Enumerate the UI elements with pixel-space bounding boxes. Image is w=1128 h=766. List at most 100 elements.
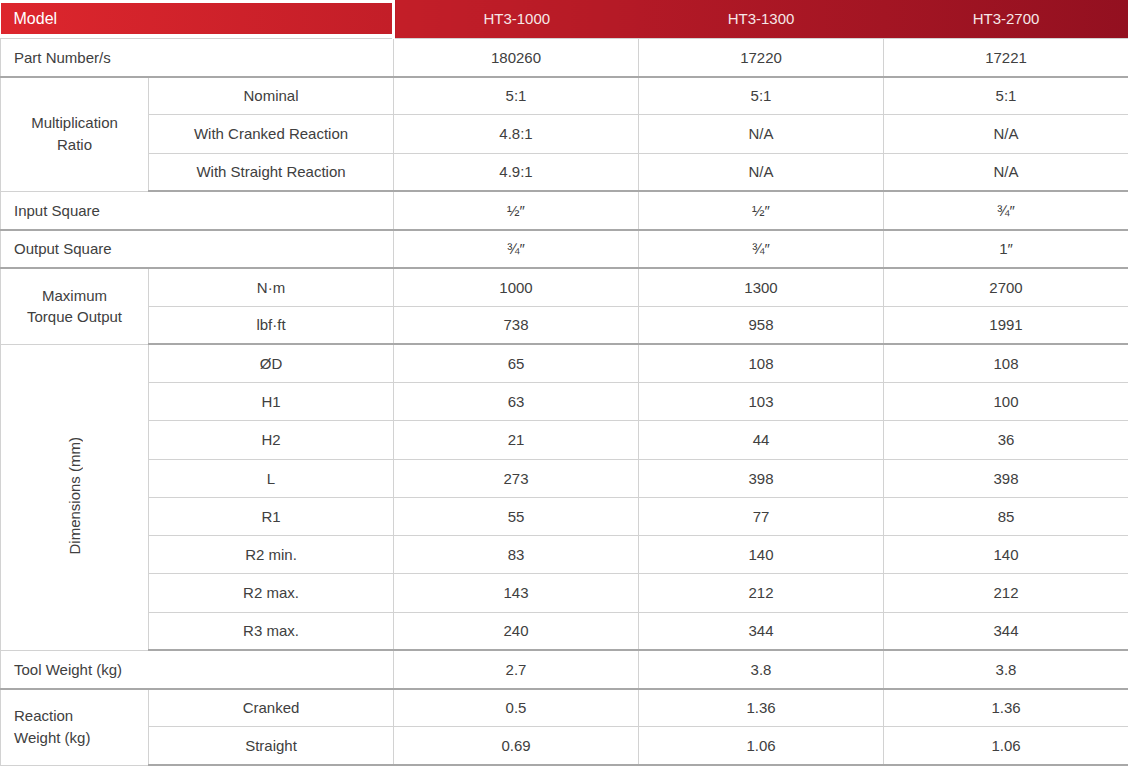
table-row-reaction-cranked: Reaction Weight (kg) Cranked 0.5 1.36 1.… [1, 689, 1128, 727]
cell-mult-straight-1: N/A [639, 153, 884, 191]
cell-dim-h2-1: 44 [639, 421, 884, 459]
reaction-straight-label: Straight [149, 727, 394, 765]
column-header-ht3-1000: HT3-1000 [394, 0, 639, 38]
column-header-ht3-2700: HT3-2700 [884, 0, 1128, 38]
table-row-tool-weight: Tool Weight (kg) 2.7 3.8 3.8 [1, 650, 1128, 688]
cell-mult-cranked-2: N/A [884, 115, 1128, 153]
table-row-torque-lbfft: lbf·ft 738 958 1991 [1, 306, 1128, 344]
header-row: Model HT3-1000 HT3-1300 HT3-2700 [1, 0, 1128, 38]
cell-input-square-0: ½″ [394, 191, 639, 229]
cell-torque-nm-1: 1300 [639, 268, 884, 306]
table-row-dim-h2: H2 21 44 36 [1, 421, 1128, 459]
reaction-cranked-label: Cranked [149, 689, 394, 727]
cell-tool-weight-1: 3.8 [639, 650, 884, 688]
cell-dim-l-1: 398 [639, 459, 884, 497]
dim-r3max-label: R3 max. [149, 612, 394, 650]
dimensions-group-label: Dimensions (mm) [66, 437, 83, 555]
max-torque-group-label: Maximum Torque Output [1, 268, 149, 345]
cell-mult-nominal-2: 5:1 [884, 77, 1128, 115]
cell-output-square-2: 1″ [884, 230, 1128, 268]
table-row-part-number: Part Number/s 180260 17220 17221 [1, 38, 1128, 76]
cell-mult-cranked-0: 4.8:1 [394, 115, 639, 153]
spec-table: Model HT3-1000 HT3-1300 HT3-2700 Part Nu… [0, 0, 1128, 766]
cell-dim-od-2: 108 [884, 344, 1128, 382]
cell-torque-lbfft-1: 958 [639, 306, 884, 344]
torque-nm-label: N·m [149, 268, 394, 306]
cell-dim-r2min-0: 83 [394, 536, 639, 574]
cell-dim-r3max-2: 344 [884, 612, 1128, 650]
mult-nominal-label: Nominal [149, 77, 394, 115]
cell-mult-cranked-1: N/A [639, 115, 884, 153]
cell-torque-lbfft-2: 1991 [884, 306, 1128, 344]
table-row-dim-r2min: R2 min. 83 140 140 [1, 536, 1128, 574]
cell-dim-r2max-1: 212 [639, 574, 884, 612]
cell-dim-r2min-1: 140 [639, 536, 884, 574]
cell-reaction-cranked-0: 0.5 [394, 689, 639, 727]
table-row-input-square: Input Square ½″ ½″ ¾″ [1, 191, 1128, 229]
cell-output-square-0: ¾″ [394, 230, 639, 268]
dim-od-label: ØD [149, 344, 394, 382]
cell-dim-h2-2: 36 [884, 421, 1128, 459]
cell-dim-l-2: 398 [884, 459, 1128, 497]
cell-reaction-straight-1: 1.06 [639, 727, 884, 765]
cell-dim-r2max-0: 143 [394, 574, 639, 612]
cell-output-square-1: ¾″ [639, 230, 884, 268]
dim-r2max-label: R2 max. [149, 574, 394, 612]
part-number-label: Part Number/s [1, 38, 394, 76]
table-row-reaction-straight: Straight 0.69 1.06 1.06 [1, 727, 1128, 765]
dim-l-label: L [149, 459, 394, 497]
cell-torque-nm-2: 2700 [884, 268, 1128, 306]
table-row-dim-r3max: R3 max. 240 344 344 [1, 612, 1128, 650]
input-square-label: Input Square [1, 191, 394, 229]
cell-torque-lbfft-0: 738 [394, 306, 639, 344]
table-row-mult-nominal: Multiplication Ratio Nominal 5:1 5:1 5:1 [1, 77, 1128, 115]
mult-cranked-label: With Cranked Reaction [149, 115, 394, 153]
cell-dim-h1-2: 100 [884, 383, 1128, 421]
table-row-dim-h1: H1 63 103 100 [1, 383, 1128, 421]
cell-input-square-1: ½″ [639, 191, 884, 229]
cell-dim-r1-0: 55 [394, 497, 639, 535]
table-row-output-square: Output Square ¾″ ¾″ 1″ [1, 230, 1128, 268]
mult-ratio-group-label: Multiplication Ratio [1, 77, 149, 192]
model-header-ribbon: Model [1, 3, 393, 34]
cell-part-number-1: 17220 [639, 38, 884, 76]
column-header-ht3-1300: HT3-1300 [639, 0, 884, 38]
cell-part-number-0: 180260 [394, 38, 639, 76]
cell-dim-h1-0: 63 [394, 383, 639, 421]
torque-lbfft-label: lbf·ft [149, 306, 394, 344]
cell-dim-l-0: 273 [394, 459, 639, 497]
datasheet-page: Model HT3-1000 HT3-1300 HT3-2700 Part Nu… [0, 0, 1128, 766]
table-row-dim-od: Dimensions (mm) ØD 65 108 108 [1, 344, 1128, 382]
cell-dim-r3max-0: 240 [394, 612, 639, 650]
cell-dim-h1-1: 103 [639, 383, 884, 421]
cell-dim-r2max-2: 212 [884, 574, 1128, 612]
mult-straight-label: With Straight Reaction [149, 153, 394, 191]
dim-h2-label: H2 [149, 421, 394, 459]
dim-r2min-label: R2 min. [149, 536, 394, 574]
cell-dim-r3max-1: 344 [639, 612, 884, 650]
table-row-dim-r2max: R2 max. 143 212 212 [1, 574, 1128, 612]
cell-dim-r1-2: 85 [884, 497, 1128, 535]
cell-dim-r1-1: 77 [639, 497, 884, 535]
cell-reaction-straight-0: 0.69 [394, 727, 639, 765]
cell-dim-r2min-2: 140 [884, 536, 1128, 574]
cell-mult-nominal-0: 5:1 [394, 77, 639, 115]
tool-weight-label: Tool Weight (kg) [1, 650, 394, 688]
cell-dim-h2-0: 21 [394, 421, 639, 459]
cell-tool-weight-2: 3.8 [884, 650, 1128, 688]
dim-h1-label: H1 [149, 383, 394, 421]
cell-reaction-cranked-2: 1.36 [884, 689, 1128, 727]
cell-input-square-2: ¾″ [884, 191, 1128, 229]
model-header-cell: Model [1, 0, 394, 38]
cell-reaction-straight-2: 1.06 [884, 727, 1128, 765]
table-row-mult-cranked: With Cranked Reaction 4.8:1 N/A N/A [1, 115, 1128, 153]
output-square-label: Output Square [1, 230, 394, 268]
dimensions-group-cell: Dimensions (mm) [1, 344, 149, 650]
cell-dim-od-1: 108 [639, 344, 884, 382]
reaction-weight-group-label: Reaction Weight (kg) [1, 689, 149, 766]
cell-mult-straight-0: 4.9:1 [394, 153, 639, 191]
cell-torque-nm-0: 1000 [394, 268, 639, 306]
cell-part-number-2: 17221 [884, 38, 1128, 76]
cell-mult-straight-2: N/A [884, 153, 1128, 191]
dim-r1-label: R1 [149, 497, 394, 535]
